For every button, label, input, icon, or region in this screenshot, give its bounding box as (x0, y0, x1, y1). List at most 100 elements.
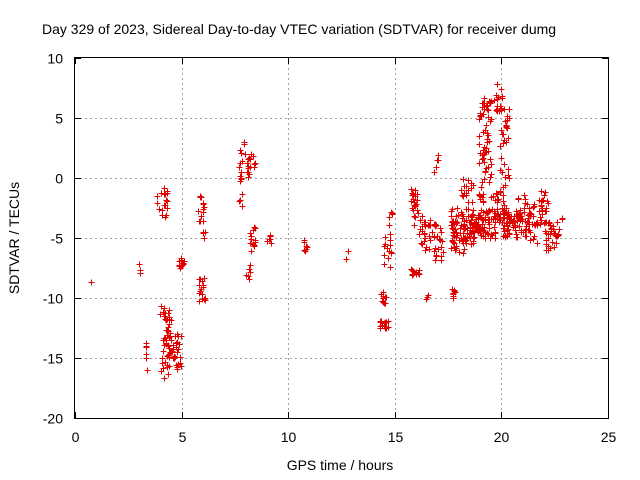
data-point (245, 169, 252, 176)
data-point (536, 208, 543, 215)
data-point (166, 307, 173, 314)
data-point (501, 228, 508, 235)
data-point (545, 200, 552, 207)
data-point (505, 211, 512, 218)
data-point (143, 355, 150, 362)
data-point (381, 252, 388, 259)
data-point (481, 106, 488, 113)
data-point (345, 248, 352, 255)
data-point (424, 294, 431, 301)
data-point (491, 224, 498, 231)
data-point (538, 217, 545, 224)
data-point (506, 219, 513, 226)
data-point (379, 298, 386, 305)
y-tick-label: 5 (55, 111, 63, 127)
data-point (537, 221, 544, 228)
data-point (543, 237, 550, 244)
data-point (302, 248, 309, 255)
data-point (413, 269, 420, 276)
data-point (301, 247, 308, 254)
data-point (449, 219, 456, 226)
data-point (500, 131, 507, 138)
data-point (164, 353, 171, 360)
data-point (543, 230, 550, 237)
data-point (530, 236, 537, 243)
data-point (170, 346, 177, 353)
data-point (429, 229, 436, 236)
data-point (200, 209, 207, 216)
data-point (246, 266, 253, 273)
data-point (460, 176, 467, 183)
data-point (516, 223, 523, 230)
data-point (461, 246, 468, 253)
data-point (438, 257, 445, 264)
data-point (304, 244, 311, 251)
y-tick-label: 10 (47, 51, 63, 67)
data-point (475, 214, 482, 221)
data-point (238, 169, 245, 176)
data-point (513, 231, 520, 238)
data-point (431, 248, 438, 255)
data-point (411, 222, 418, 229)
data-point (505, 135, 512, 142)
data-point (422, 247, 429, 254)
data-point (500, 198, 507, 205)
y-tick-label: 0 (55, 171, 63, 187)
data-point (247, 262, 254, 269)
data-point (499, 95, 506, 102)
data-point (451, 244, 458, 251)
data-point (416, 231, 423, 238)
data-point (555, 231, 562, 238)
data-point (431, 233, 438, 240)
y-tick-label: -20 (43, 411, 63, 427)
data-points (88, 81, 566, 382)
data-point (477, 112, 484, 119)
data-point (166, 314, 173, 321)
data-point (413, 201, 420, 208)
data-point (507, 218, 514, 225)
data-point (450, 232, 457, 239)
data-point (162, 202, 169, 209)
data-point (450, 293, 457, 300)
data-point (473, 224, 480, 231)
data-point (470, 207, 477, 214)
data-point (417, 217, 424, 224)
data-point (196, 290, 203, 297)
data-point (495, 211, 502, 218)
data-point (166, 334, 173, 341)
data-point (482, 169, 489, 176)
data-point (422, 235, 429, 242)
data-point (488, 116, 495, 123)
data-point (539, 205, 546, 212)
data-point (199, 296, 206, 303)
data-point (409, 192, 416, 199)
data-point (246, 155, 253, 162)
data-point (495, 196, 502, 203)
data-point (195, 208, 202, 215)
data-point (551, 244, 558, 251)
data-point (533, 220, 540, 227)
data-point (481, 176, 488, 183)
data-point (161, 375, 168, 382)
data-point (527, 210, 534, 217)
data-point (449, 225, 456, 232)
data-point (173, 362, 180, 369)
data-point (504, 227, 511, 234)
data-point (433, 222, 440, 229)
data-point (160, 365, 167, 372)
data-point (487, 99, 494, 106)
data-point (171, 353, 178, 360)
data-point (485, 164, 492, 171)
data-point (498, 86, 505, 93)
data-point (159, 360, 166, 367)
data-point (161, 305, 168, 312)
data-point (492, 235, 499, 242)
data-point (517, 207, 524, 214)
data-point (505, 166, 512, 173)
data-point (498, 155, 505, 162)
data-point (237, 147, 244, 154)
data-point (415, 210, 422, 217)
data-point (488, 98, 495, 105)
data-point (247, 269, 254, 276)
data-point (268, 240, 275, 247)
